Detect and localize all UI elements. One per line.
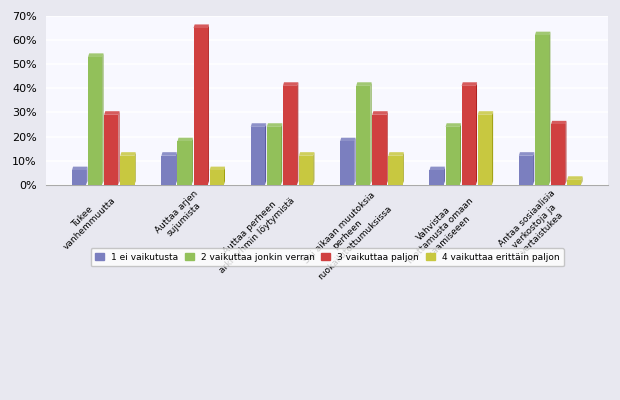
Polygon shape — [86, 167, 87, 185]
Bar — [372, 115, 387, 185]
Polygon shape — [430, 167, 445, 170]
Polygon shape — [161, 152, 177, 156]
Polygon shape — [567, 176, 582, 180]
Bar — [120, 156, 135, 185]
Polygon shape — [267, 123, 282, 127]
Bar — [104, 115, 118, 185]
Bar — [567, 180, 582, 185]
Bar — [430, 170, 444, 185]
Polygon shape — [193, 24, 209, 28]
Polygon shape — [551, 121, 567, 124]
Polygon shape — [297, 82, 298, 185]
Polygon shape — [462, 82, 477, 86]
Polygon shape — [387, 111, 388, 185]
Bar — [210, 170, 224, 185]
Bar — [299, 156, 313, 185]
Bar — [535, 35, 549, 185]
Bar — [446, 127, 460, 185]
Bar — [267, 127, 281, 185]
Bar — [161, 156, 175, 185]
Polygon shape — [460, 123, 461, 185]
Polygon shape — [283, 82, 298, 86]
Polygon shape — [535, 32, 551, 35]
Bar — [551, 124, 565, 185]
Polygon shape — [476, 82, 477, 185]
Polygon shape — [299, 152, 314, 156]
Bar — [283, 86, 297, 185]
Polygon shape — [120, 152, 136, 156]
Polygon shape — [104, 111, 120, 115]
Polygon shape — [88, 53, 104, 57]
Bar — [519, 156, 533, 185]
Polygon shape — [118, 111, 120, 185]
Bar — [388, 156, 402, 185]
Bar — [340, 141, 355, 185]
Polygon shape — [446, 123, 461, 127]
Bar — [72, 170, 86, 185]
Bar — [478, 115, 492, 185]
Polygon shape — [388, 152, 404, 156]
Polygon shape — [135, 152, 136, 185]
Polygon shape — [313, 152, 314, 185]
Polygon shape — [250, 123, 266, 127]
Polygon shape — [208, 24, 209, 185]
Polygon shape — [519, 152, 534, 156]
Polygon shape — [340, 138, 355, 141]
Polygon shape — [402, 152, 404, 185]
Bar — [250, 127, 265, 185]
Polygon shape — [265, 123, 266, 185]
Legend: 1 ei vaikutusta, 2 vaikuttaa jonkin verran, 3 vaikuttaa paljon, 4 vaikuttaa erit: 1 ei vaikutusta, 2 vaikuttaa jonkin verr… — [91, 248, 564, 266]
Polygon shape — [372, 111, 388, 115]
Polygon shape — [72, 167, 87, 170]
Polygon shape — [533, 152, 534, 185]
Polygon shape — [192, 138, 193, 185]
Bar — [193, 28, 208, 185]
Polygon shape — [478, 111, 493, 115]
Polygon shape — [356, 82, 371, 86]
Polygon shape — [210, 167, 225, 170]
Bar — [88, 57, 102, 185]
Polygon shape — [177, 138, 193, 141]
Bar — [177, 141, 192, 185]
Polygon shape — [444, 167, 445, 185]
Polygon shape — [565, 121, 567, 185]
Polygon shape — [102, 53, 104, 185]
Bar — [356, 86, 371, 185]
Polygon shape — [175, 152, 177, 185]
Polygon shape — [281, 123, 282, 185]
Polygon shape — [492, 111, 493, 185]
Bar — [462, 86, 476, 185]
Polygon shape — [224, 167, 225, 185]
Polygon shape — [549, 32, 551, 185]
